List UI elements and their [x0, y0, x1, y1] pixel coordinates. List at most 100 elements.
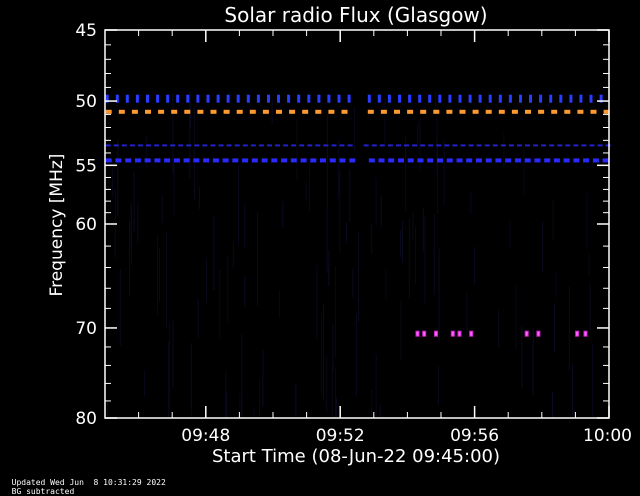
noise-streak — [555, 270, 557, 298]
band-50-0 — [347, 94, 351, 103]
noise-streak — [316, 265, 318, 339]
band-53-4 — [154, 144, 160, 147]
band-54-6 — [534, 158, 541, 163]
burst-core — [451, 331, 454, 336]
band-50-0 — [458, 94, 462, 103]
noise-streak — [474, 246, 476, 285]
band-50-8 — [302, 109, 309, 114]
noise-streak — [198, 186, 200, 210]
band-54-6 — [134, 158, 141, 163]
noise-streak — [419, 117, 421, 170]
noise-streak — [572, 363, 574, 418]
noise-streak — [352, 268, 354, 298]
noise-streak — [384, 97, 386, 144]
band-50-0 — [599, 94, 603, 103]
band-50-0 — [337, 94, 341, 103]
band-54-6 — [183, 158, 190, 163]
y-tick-label: 60 — [75, 215, 97, 235]
footer: Updated Wed Jun 8 10:31:29 2022 BG subtr… — [2, 469, 180, 496]
band-54-6 — [144, 158, 151, 163]
band-50-0 — [236, 94, 240, 103]
band-53-4 — [323, 144, 329, 147]
noise-streak — [244, 202, 246, 248]
noise-streak — [190, 343, 192, 409]
noise-streak — [262, 349, 264, 407]
band-50-8 — [289, 109, 296, 114]
band-50-0 — [377, 94, 381, 103]
band-50-0 — [428, 94, 432, 103]
noise-streak — [335, 367, 336, 418]
noise-streak — [114, 188, 116, 258]
band-54-6 — [115, 158, 122, 163]
noise-streak — [106, 401, 108, 418]
band-50-8 — [538, 109, 545, 114]
band-53-4 — [210, 144, 216, 147]
noise-streak — [437, 139, 439, 214]
band-53-4 — [339, 144, 345, 147]
band-54-6 — [495, 158, 502, 163]
band-53-4 — [137, 144, 143, 147]
x-tick-label: 10:00 — [583, 426, 632, 446]
noise-streak — [213, 215, 215, 291]
noise-streak — [137, 203, 139, 242]
band-53-4 — [589, 144, 595, 147]
noise-streak — [326, 114, 328, 212]
band-53-4 — [557, 144, 563, 147]
band-50-0 — [468, 94, 472, 103]
band-54-6 — [544, 158, 551, 163]
band-53-4 — [468, 144, 474, 147]
noise-streak — [331, 364, 333, 418]
noise-streak — [400, 230, 402, 258]
band-53-4 — [541, 144, 547, 147]
noise-streak — [532, 328, 534, 395]
noise-streak — [375, 178, 377, 227]
noise-streak — [385, 270, 387, 301]
noise-streak — [296, 118, 298, 181]
noise-streak — [119, 269, 121, 346]
band-53-4 — [194, 144, 200, 147]
band-53-4 — [186, 144, 192, 147]
noise-streak — [239, 394, 241, 415]
band-50-0 — [569, 94, 573, 103]
band-50-0 — [246, 94, 250, 103]
band-50-0 — [367, 94, 371, 103]
band-50-0 — [418, 94, 422, 103]
band-53-4 — [146, 144, 151, 147]
band-50-0 — [408, 94, 412, 103]
noise-streak — [355, 313, 357, 397]
noise-streak — [227, 256, 229, 322]
band-53-4 — [500, 144, 506, 147]
band-53-4 — [597, 144, 603, 147]
band-50-0 — [206, 94, 210, 103]
band-50-0 — [186, 94, 190, 103]
band-53-4 — [379, 144, 385, 147]
y-tick-label: 80 — [75, 409, 97, 429]
band-50-8 — [328, 109, 335, 114]
noise-streak — [349, 169, 351, 222]
noise-streak — [295, 383, 297, 418]
band-50-0 — [438, 94, 442, 103]
band-54-6 — [524, 158, 531, 163]
noise-streak — [400, 300, 402, 360]
noise-streak — [402, 220, 404, 264]
noise-streak — [190, 101, 191, 129]
band-50-0 — [297, 94, 301, 103]
noise-streak — [591, 344, 593, 418]
band-50-0 — [105, 94, 109, 103]
band-50-8 — [577, 109, 584, 114]
noise-streak — [380, 195, 382, 228]
band-54-6 — [281, 158, 288, 163]
noise-streak — [232, 240, 234, 269]
band-53-4 — [428, 144, 434, 147]
band-50-0 — [478, 94, 482, 103]
band-50-0 — [125, 94, 129, 103]
band-50-0 — [387, 94, 391, 103]
burst-core — [416, 331, 419, 336]
band-50-0 — [529, 94, 532, 103]
noise-streak — [172, 320, 174, 388]
band-54-6 — [475, 158, 482, 163]
noise-streak — [422, 207, 424, 252]
noise-streak — [193, 105, 195, 201]
band-54-6 — [456, 158, 463, 163]
band-53-4 — [162, 144, 168, 147]
